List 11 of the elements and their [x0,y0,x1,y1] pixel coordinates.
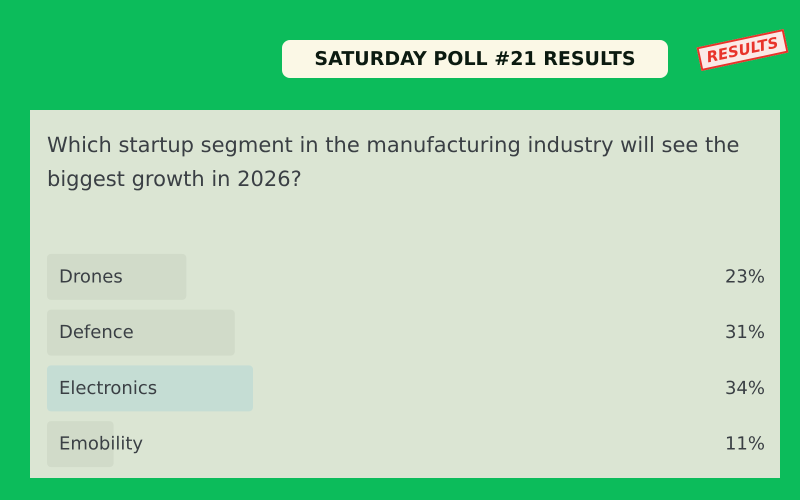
data-label: 34% [724,378,765,399]
data-label: 11% [724,434,765,455]
text: Which startup segment in the manufacturing industry will see the biggest growth in 2026? [47,132,740,193]
y-tick-label: Emobility [59,434,144,455]
data-label: 23% [724,266,765,288]
text: SATURDAY POLL #21 RESULTS [282,40,668,78]
data-label: 31% [724,322,765,344]
y-tick-label: Drones [59,266,123,288]
y-tick-label: Electronics [59,378,158,399]
y-tick-label: Defence [59,322,134,344]
text: RESULTS [696,29,788,71]
